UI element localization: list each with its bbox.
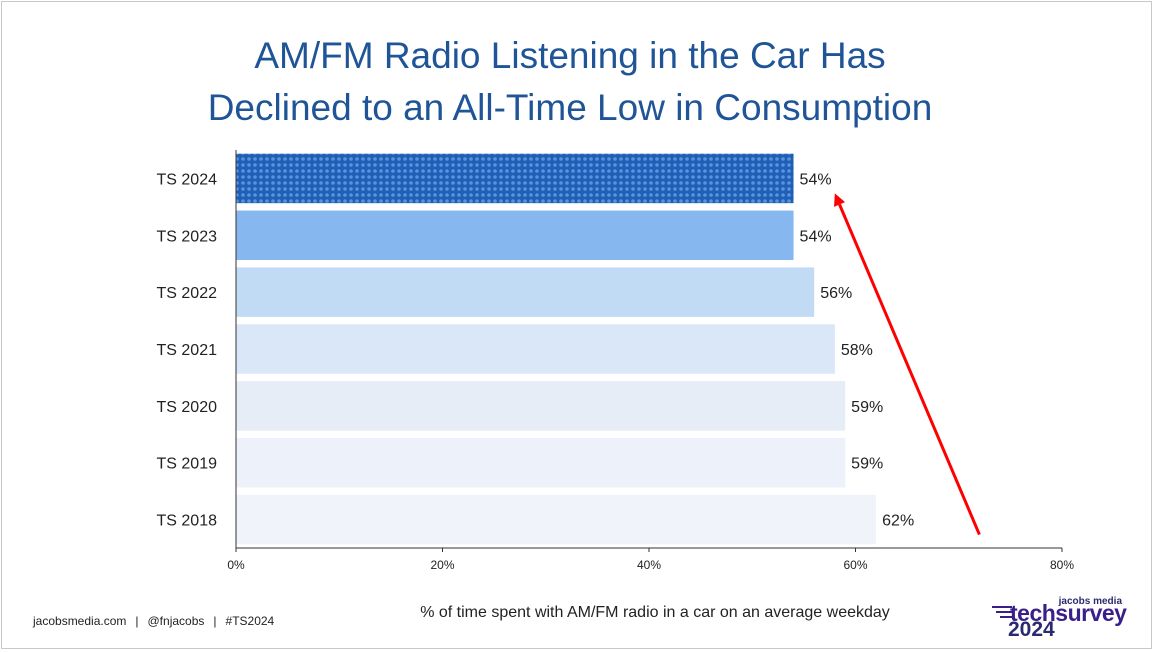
data-label: 59%	[851, 456, 883, 473]
category-label: TS 2024	[157, 171, 218, 188]
trend-arrow-shaft	[838, 203, 981, 536]
logo-year-text: 2024	[1008, 618, 1055, 641]
techsurvey-logo: jacobs media techsurvey 2024	[990, 596, 1140, 642]
chart-title-line-2: Declined to an All-Time Low in Consumpti…	[207, 87, 933, 128]
footer: jacobsmedia.com | @fnjacobs | #TS2024	[33, 614, 274, 628]
footer-separator: |	[135, 614, 139, 628]
x-axis-label: % of time spent with AM/FM radio in a ca…	[420, 604, 890, 621]
x-tick-label: 20%	[430, 558, 454, 572]
logo-main-text: techsurvey	[1010, 600, 1127, 626]
footer-handle: @fnjacobs	[147, 614, 205, 628]
trend-arrow-head	[834, 193, 846, 207]
footer-separator: |	[213, 614, 217, 628]
logo-small-text: jacobs media	[1058, 596, 1122, 607]
bar-ts-2019	[236, 437, 846, 488]
x-tick-label: 0%	[227, 558, 245, 572]
x-tick-label: 60%	[843, 558, 867, 572]
chart-title-line-1: AM/FM Radio Listening in the Car Has	[254, 35, 886, 76]
bar-ts-2023	[236, 210, 794, 261]
category-label: TS 2019	[157, 456, 218, 473]
category-label: TS 2018	[157, 513, 218, 530]
footer-site: jacobsmedia.com	[33, 614, 127, 628]
data-label: 54%	[800, 228, 832, 245]
category-label: TS 2022	[157, 285, 218, 302]
x-tick-label: 80%	[1050, 558, 1074, 572]
data-label: 62%	[882, 513, 914, 530]
data-label: 54%	[800, 171, 832, 188]
bar-ts-2020	[236, 381, 846, 431]
bar-ts-2018	[236, 494, 877, 545]
bar-ts-2022	[236, 267, 815, 317]
chart-title: AM/FM Radio Listening in the Car Has Dec…	[100, 30, 1040, 134]
bar-ts-2024	[236, 153, 794, 204]
category-label: TS 2021	[157, 342, 218, 359]
data-label: 58%	[841, 342, 873, 359]
category-label: TS 2020	[157, 399, 218, 416]
footer-hashtag: #TS2024	[225, 614, 275, 628]
x-tick-label: 40%	[637, 558, 661, 572]
bar-ts-2021	[236, 324, 835, 374]
data-label: 56%	[820, 285, 852, 302]
data-label: 59%	[851, 399, 883, 416]
speed-lines-icon	[992, 606, 1012, 618]
category-label: TS 2023	[157, 228, 218, 245]
